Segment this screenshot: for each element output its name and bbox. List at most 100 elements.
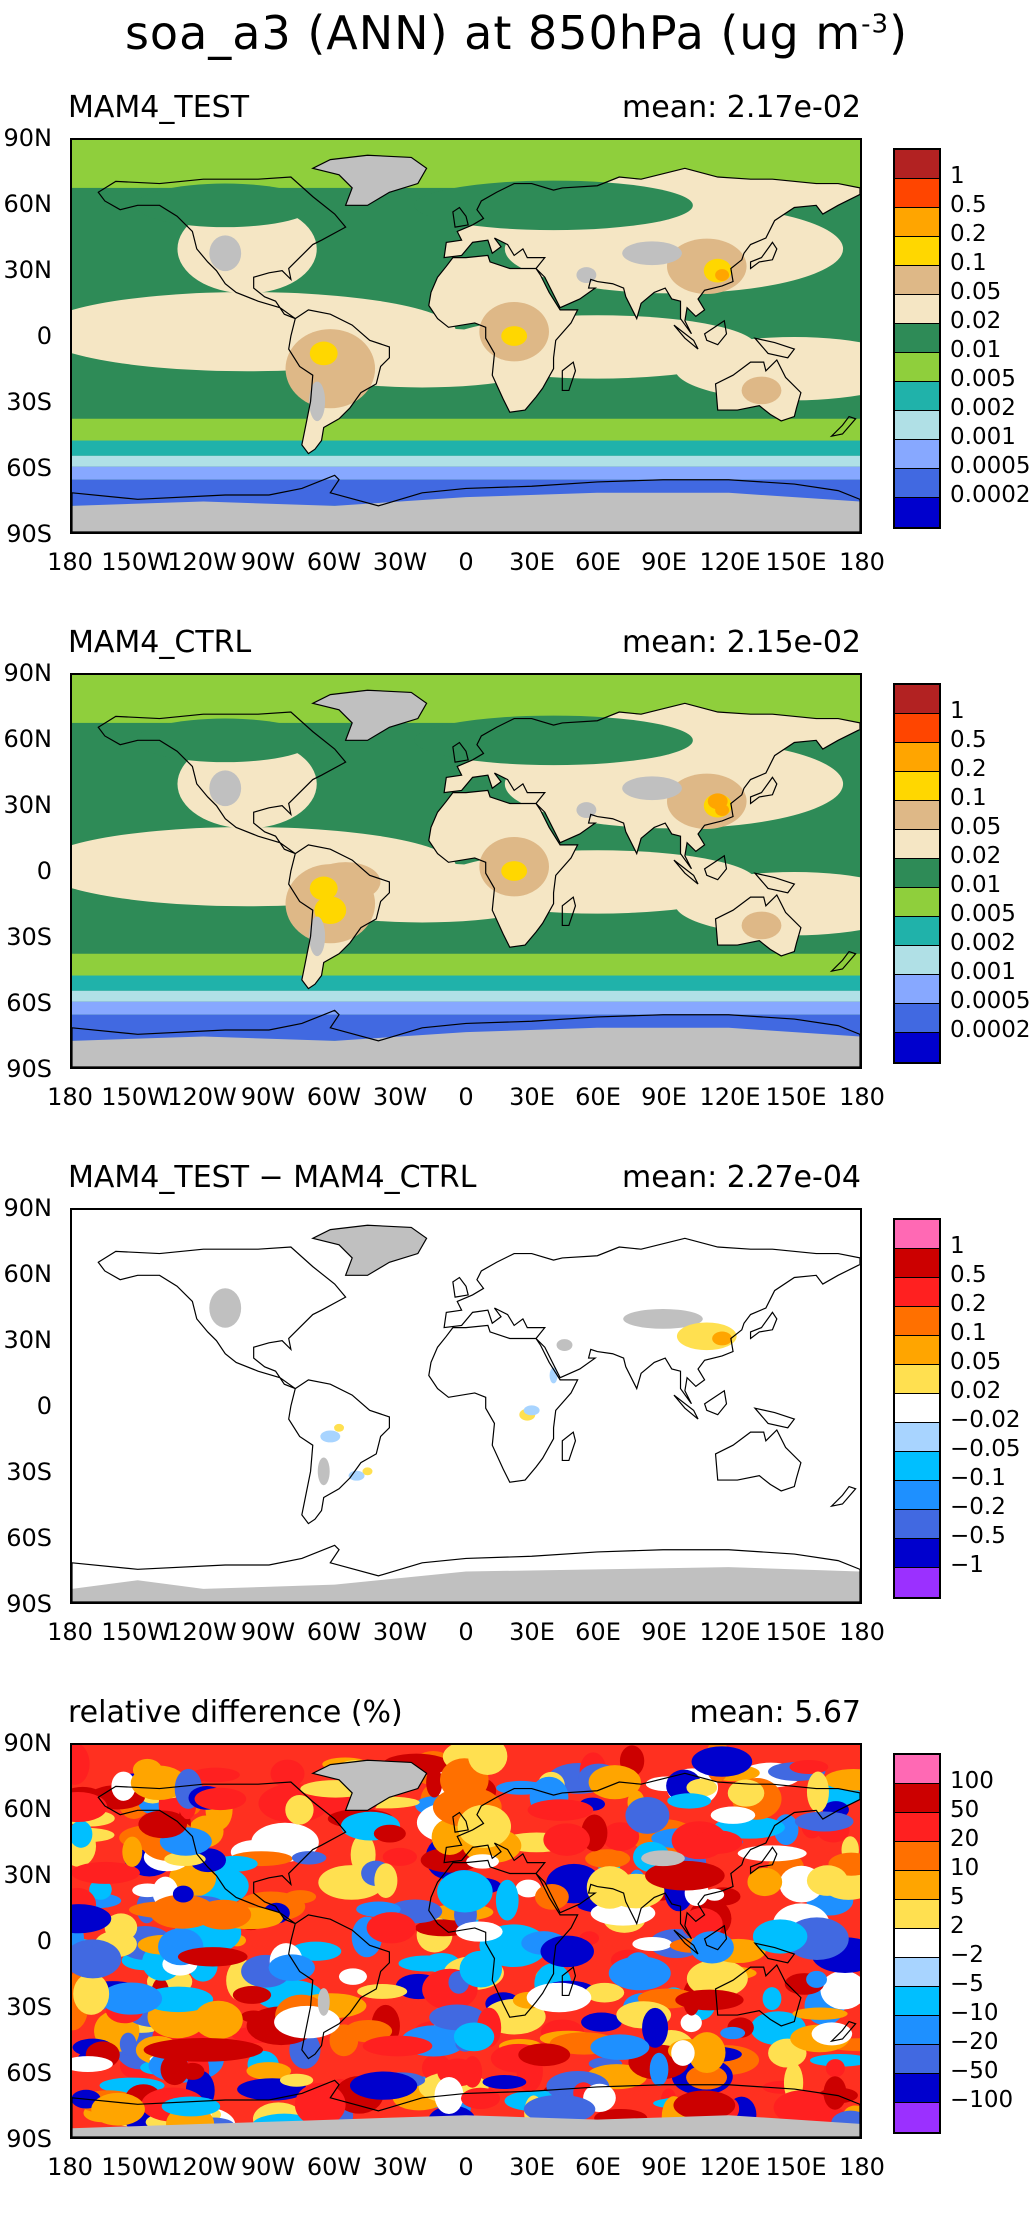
x-tick-label: 60W [306, 2153, 362, 2181]
x-tick-label: 180 [839, 2153, 885, 2181]
field-patch [468, 1745, 508, 1775]
missing-region [312, 155, 427, 206]
colorbar-swatch [895, 1423, 939, 1452]
southern-band [72, 455, 860, 467]
colorbar-label: 0.1 [950, 1320, 987, 1346]
field-patch [673, 2090, 736, 2120]
colorbar-swatch [895, 685, 939, 714]
x-tick-label: 150E [765, 1618, 827, 1646]
y-tick-label: 30N [3, 1861, 53, 1889]
colorbar-label: 0.2 [950, 221, 987, 247]
colorbar-swatch [895, 714, 939, 743]
field-patch [543, 1823, 590, 1856]
coastline [829, 950, 857, 973]
x-tick-label: 0 [458, 1083, 474, 1111]
x-tick-label: 30W [372, 1618, 428, 1646]
field-patch [285, 1795, 314, 1825]
field-patch [691, 1830, 743, 1854]
x-tick-label: 60E [575, 2153, 621, 2181]
field-patch [523, 1405, 540, 1416]
y-tick-label: 30N [3, 1326, 53, 1354]
coastline [443, 702, 860, 870]
coastline [561, 1431, 577, 1462]
y-tick-label: 60N [3, 1260, 53, 1288]
x-tick-label: 30W [372, 2153, 428, 2181]
colorbar-swatch [895, 1871, 939, 1900]
colorbar-swatch [895, 946, 939, 975]
field-patch [806, 1970, 827, 1988]
field-patch [806, 1865, 848, 1896]
y-tick-label: 30N [3, 791, 53, 819]
field-patch [715, 269, 730, 281]
field-patch [457, 1804, 512, 1848]
colorbar-label: −50 [950, 2058, 999, 2084]
colorbar-label: 0.002 [950, 930, 1016, 956]
field-patch [246, 2062, 292, 2080]
field-patch [122, 1836, 143, 1867]
field-patch [382, 1847, 418, 1866]
colorbar-label: 2 [950, 1913, 965, 1939]
colorbar-swatch [895, 469, 939, 498]
field-patch [89, 1879, 112, 1900]
field-patch [334, 1423, 345, 1432]
coastline [829, 1485, 857, 1508]
x-tick-label: 120W [167, 1618, 237, 1646]
x-tick-label: 180 [47, 1083, 93, 1111]
field-patch [437, 1870, 493, 1913]
field-patch [642, 2007, 669, 2048]
colorbar-swatch [895, 1220, 939, 1249]
field-patch [727, 1779, 765, 1807]
y-tick-label: 60S [6, 454, 52, 482]
x-tick-label: 90W [240, 1618, 296, 1646]
field-patch [590, 2034, 650, 2060]
colorbar-swatch [895, 266, 939, 295]
x-tick-label: 150W [101, 548, 171, 576]
coastline [97, 711, 347, 855]
field-patch [585, 1849, 631, 1869]
colorbar-swatch [895, 1539, 939, 1568]
coastline [288, 309, 390, 455]
field-patch [741, 911, 782, 940]
colorbar-label: 10 [950, 1855, 980, 1881]
field-patch [72, 1791, 108, 1823]
colorbar [893, 1218, 941, 1599]
coastline [452, 741, 469, 763]
x-tick-label: 30E [509, 1618, 555, 1646]
southern-band [72, 975, 860, 991]
y-tick-label: 0 [36, 1392, 52, 1420]
colorbar-swatch [895, 1813, 939, 1842]
field-patch [314, 896, 347, 925]
y-tick-label: 90S [6, 520, 52, 548]
coastline [452, 206, 469, 228]
coastline [749, 1846, 778, 1875]
coastline [428, 1324, 579, 1483]
field-patch [720, 2026, 746, 2040]
coastline [452, 1811, 469, 1833]
field-patch [789, 1759, 829, 1775]
field-patch [710, 1806, 756, 1824]
field-patch [232, 1986, 272, 2004]
field-patch [602, 1822, 640, 1851]
colorbar-swatch [895, 1929, 939, 1958]
coastline [311, 689, 428, 741]
field-patch [426, 1767, 443, 1798]
coastline [311, 154, 428, 206]
colorbar-swatch [895, 1249, 939, 1278]
map-canvas [72, 1745, 860, 2137]
colorbar-swatch [895, 1307, 939, 1336]
coastline [673, 324, 699, 350]
colorbar-label: 0.5 [950, 192, 987, 218]
coastline [428, 254, 579, 413]
field-patch [344, 2019, 393, 2043]
coastline [714, 358, 802, 422]
southern-band [72, 990, 860, 1002]
field-patch [119, 2032, 137, 2056]
missing-region [309, 381, 326, 422]
colorbar-swatch [895, 353, 939, 382]
figure-title: soa_a3 (ANN) at 850hPa (ug m-3) [124, 6, 909, 60]
colorbar-swatch [895, 859, 939, 888]
y-tick-label: 60S [6, 1524, 52, 1552]
coastline [673, 859, 699, 885]
field-patch [100, 1982, 163, 2015]
y-tick-label: 30N [3, 256, 53, 284]
